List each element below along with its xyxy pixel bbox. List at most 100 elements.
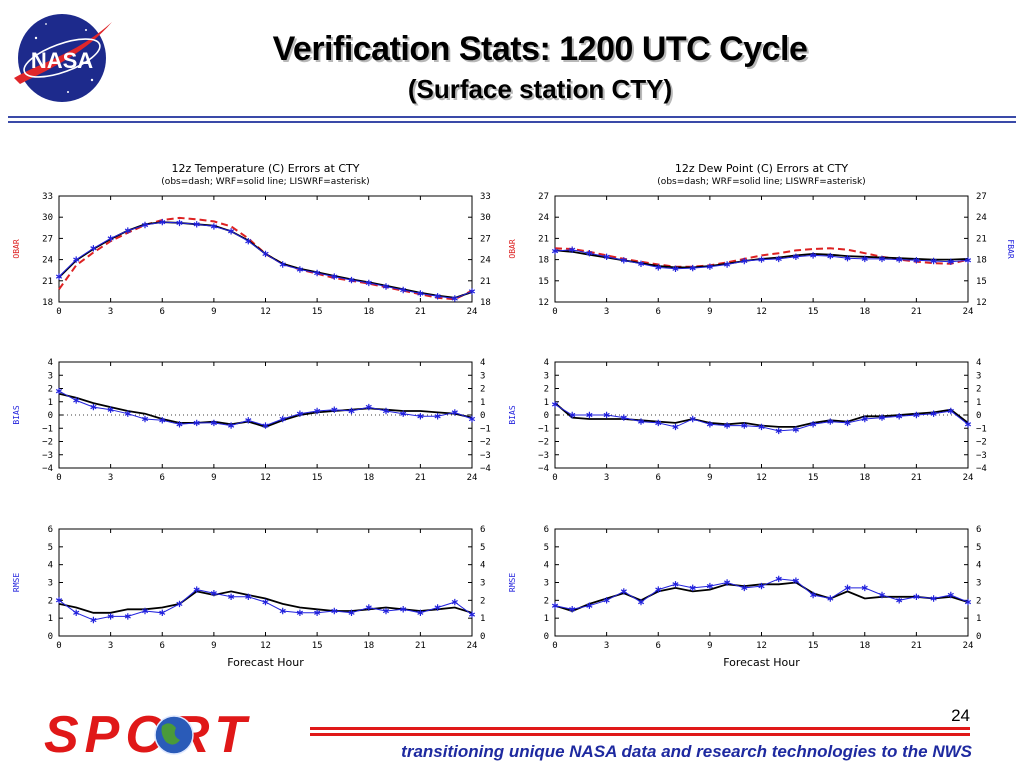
dew-bias-liswrf-point [792, 426, 799, 433]
temp-bias-liswrf-point [348, 407, 355, 415]
dew-rmse-ytick-label-right: 2 [976, 596, 981, 606]
temp-rmse-xlabel: Forecast Hour [227, 656, 304, 669]
temp-rmse-liswrf-point [193, 586, 200, 593]
temp-mean-ytick-label: 27 [42, 234, 53, 244]
temp-bias-liswrf-point [331, 406, 338, 413]
dew-bias-xtick-label: 18 [859, 473, 870, 483]
temp-rmse-xtick-label: 12 [260, 641, 271, 651]
dew-rmse-xtick-label: 18 [859, 641, 870, 651]
dew-rmse-liswrf-point [603, 597, 610, 604]
charts-canvas: 12z Temperature (C) Errors at CTY (obs=da… [12, 162, 1015, 669]
temp-bias-ytick-label-right: 1 [480, 398, 485, 408]
temp-bias-liswrf-point [90, 403, 97, 411]
dew-bias-ytick-label: 2 [544, 385, 549, 395]
dew-mean-liswrf-point [810, 252, 817, 259]
temp-bias-liswrf-point [314, 407, 321, 415]
dew-rmse-liswrf-point [810, 591, 817, 599]
temp-bias-ytick-label: 4 [48, 358, 53, 368]
dew-rmse-ytick-label: 0 [544, 632, 549, 642]
dew-bias-liswrf-point [741, 422, 748, 429]
temp-rmse-xtick-label: 3 [108, 641, 113, 651]
dew-rmse-liswrf-point [689, 584, 696, 592]
dew-bias-ytick-label: 1 [544, 398, 549, 408]
temp-bias-liswrf-point [382, 407, 390, 415]
temp-rmse-xtick-label: 24 [467, 641, 478, 651]
temp-bias-liswrf-point [296, 410, 303, 417]
dew-bias-liswrf-point [672, 423, 679, 431]
dew-mean-ytick-label: 21 [538, 234, 549, 244]
dew-bias-liswrf-point [844, 419, 851, 427]
dew-rmse-liswrf-point [741, 584, 748, 592]
temp-mean-liswrf-point [73, 256, 80, 263]
temp-bias-ytick-label: −3 [42, 451, 53, 461]
dew-rmse-xtick-label: 12 [756, 641, 767, 651]
dew-mean-xtick-label: 24 [963, 307, 974, 317]
temp-rmse-liswrf-point [296, 609, 303, 616]
temp-mean-series-liswrf [58, 221, 473, 300]
dew-bias-liswrf-point [637, 418, 645, 425]
temp-mean-liswrf-point [210, 223, 217, 230]
temp-bias-ytick-label-right: 0 [480, 411, 485, 421]
temp-bias-ytick-label: 1 [48, 398, 53, 408]
temp-mean-xtick-label: 3 [108, 307, 113, 317]
temp-rmse-ytick-label-right: 5 [480, 543, 485, 553]
temp-rmse-ytick-label-right: 3 [480, 579, 485, 589]
dew-bias-liswrf-point [896, 413, 903, 420]
temp-mean-ytick-label: 18 [42, 298, 53, 308]
dew-mean-liswrf-point [551, 247, 559, 255]
temp-mean-ytick-label-right: 24 [480, 256, 491, 266]
dew-mean-ylabel: OBAR [508, 239, 517, 258]
dew-bias-liswrf-point [810, 421, 817, 428]
dew-mean-ytick-label-right: 24 [976, 213, 987, 223]
dew-bias-ytick-label: 0 [544, 411, 549, 421]
temp-mean-ylabel: OBAR [12, 239, 21, 258]
temp-bias-ytick-label-right: 4 [480, 358, 485, 368]
dew-bias-ytick-label-right: 0 [976, 411, 981, 421]
dew-rmse-liswrf-point [947, 591, 954, 599]
dew-bias-ytick-label-right: 1 [976, 398, 981, 408]
dew-mean-liswrf-point [672, 265, 679, 272]
dew-bias-liswrf-point [758, 423, 765, 431]
dew-bias-xtick-label: 15 [808, 473, 819, 483]
dew-bias-liswrf-point [775, 427, 782, 435]
temp-rmse-liswrf-point [73, 609, 80, 616]
temp-bias-liswrf-point [245, 417, 252, 424]
temp-bias-series-liswrf [58, 390, 473, 427]
dew-mean-ytick-label: 18 [538, 256, 549, 266]
dew-bias-ytick-label-right: 4 [976, 358, 981, 368]
dew-mean-xtick-label: 15 [808, 307, 819, 317]
temp-rmse-ytick-label: 5 [48, 543, 53, 553]
dew-rmse-xlabel: Forecast Hour [723, 656, 800, 669]
temp-mean-liswrf-point [331, 273, 338, 280]
dew-bias-liswrf-point [724, 422, 731, 429]
temp-mean-liswrf-point [107, 235, 114, 242]
temp-mean-xtick-label: 21 [415, 307, 426, 317]
temp-bias-ytick-label-right: 2 [480, 385, 485, 395]
temp-mean-liswrf-point [400, 286, 407, 294]
dew-mean-subtitle: (obs=dash; WRF=solid line; LISWRF=asteri… [657, 177, 865, 187]
temp-bias-liswrf-point [434, 413, 441, 420]
dew-mean-liswrf-point [569, 246, 576, 253]
dew-rmse-xtick-label: 6 [656, 641, 661, 651]
temp-mean-liswrf-point [90, 245, 97, 252]
temp-mean-ytick-label: 33 [42, 192, 53, 202]
temp-rmse-ytick-label-right: 6 [480, 525, 485, 535]
temp-mean-liswrf-point [176, 219, 183, 227]
temp-mean-xtick-label: 6 [160, 307, 165, 317]
dew-mean-xtick-label: 3 [604, 307, 609, 317]
dew-rmse-liswrf-point [913, 593, 920, 600]
dew-rmse-liswrf-point [827, 595, 834, 602]
temp-rmse-plot-frame [58, 528, 473, 637]
dew-rmse-ytick-label-right: 4 [976, 561, 981, 571]
dew-rmse-ytick-label-right: 0 [976, 632, 981, 642]
temp-rmse-liswrf-point [417, 609, 424, 616]
dew-rmse-liswrf-point [861, 584, 868, 592]
temp-bias-ytick-label-right: −2 [480, 438, 491, 448]
dew-mean-ytick-label: 24 [538, 213, 549, 223]
dew-mean-liswrf-point [913, 257, 920, 264]
temp-rmse-xtick-label: 6 [160, 641, 165, 651]
temp-rmse-xtick-label: 0 [56, 641, 61, 651]
temp-bias-ytick-label: 0 [48, 411, 53, 421]
temp-bias-liswrf-point [210, 419, 217, 427]
dew-bias-liswrf-point [930, 410, 937, 417]
